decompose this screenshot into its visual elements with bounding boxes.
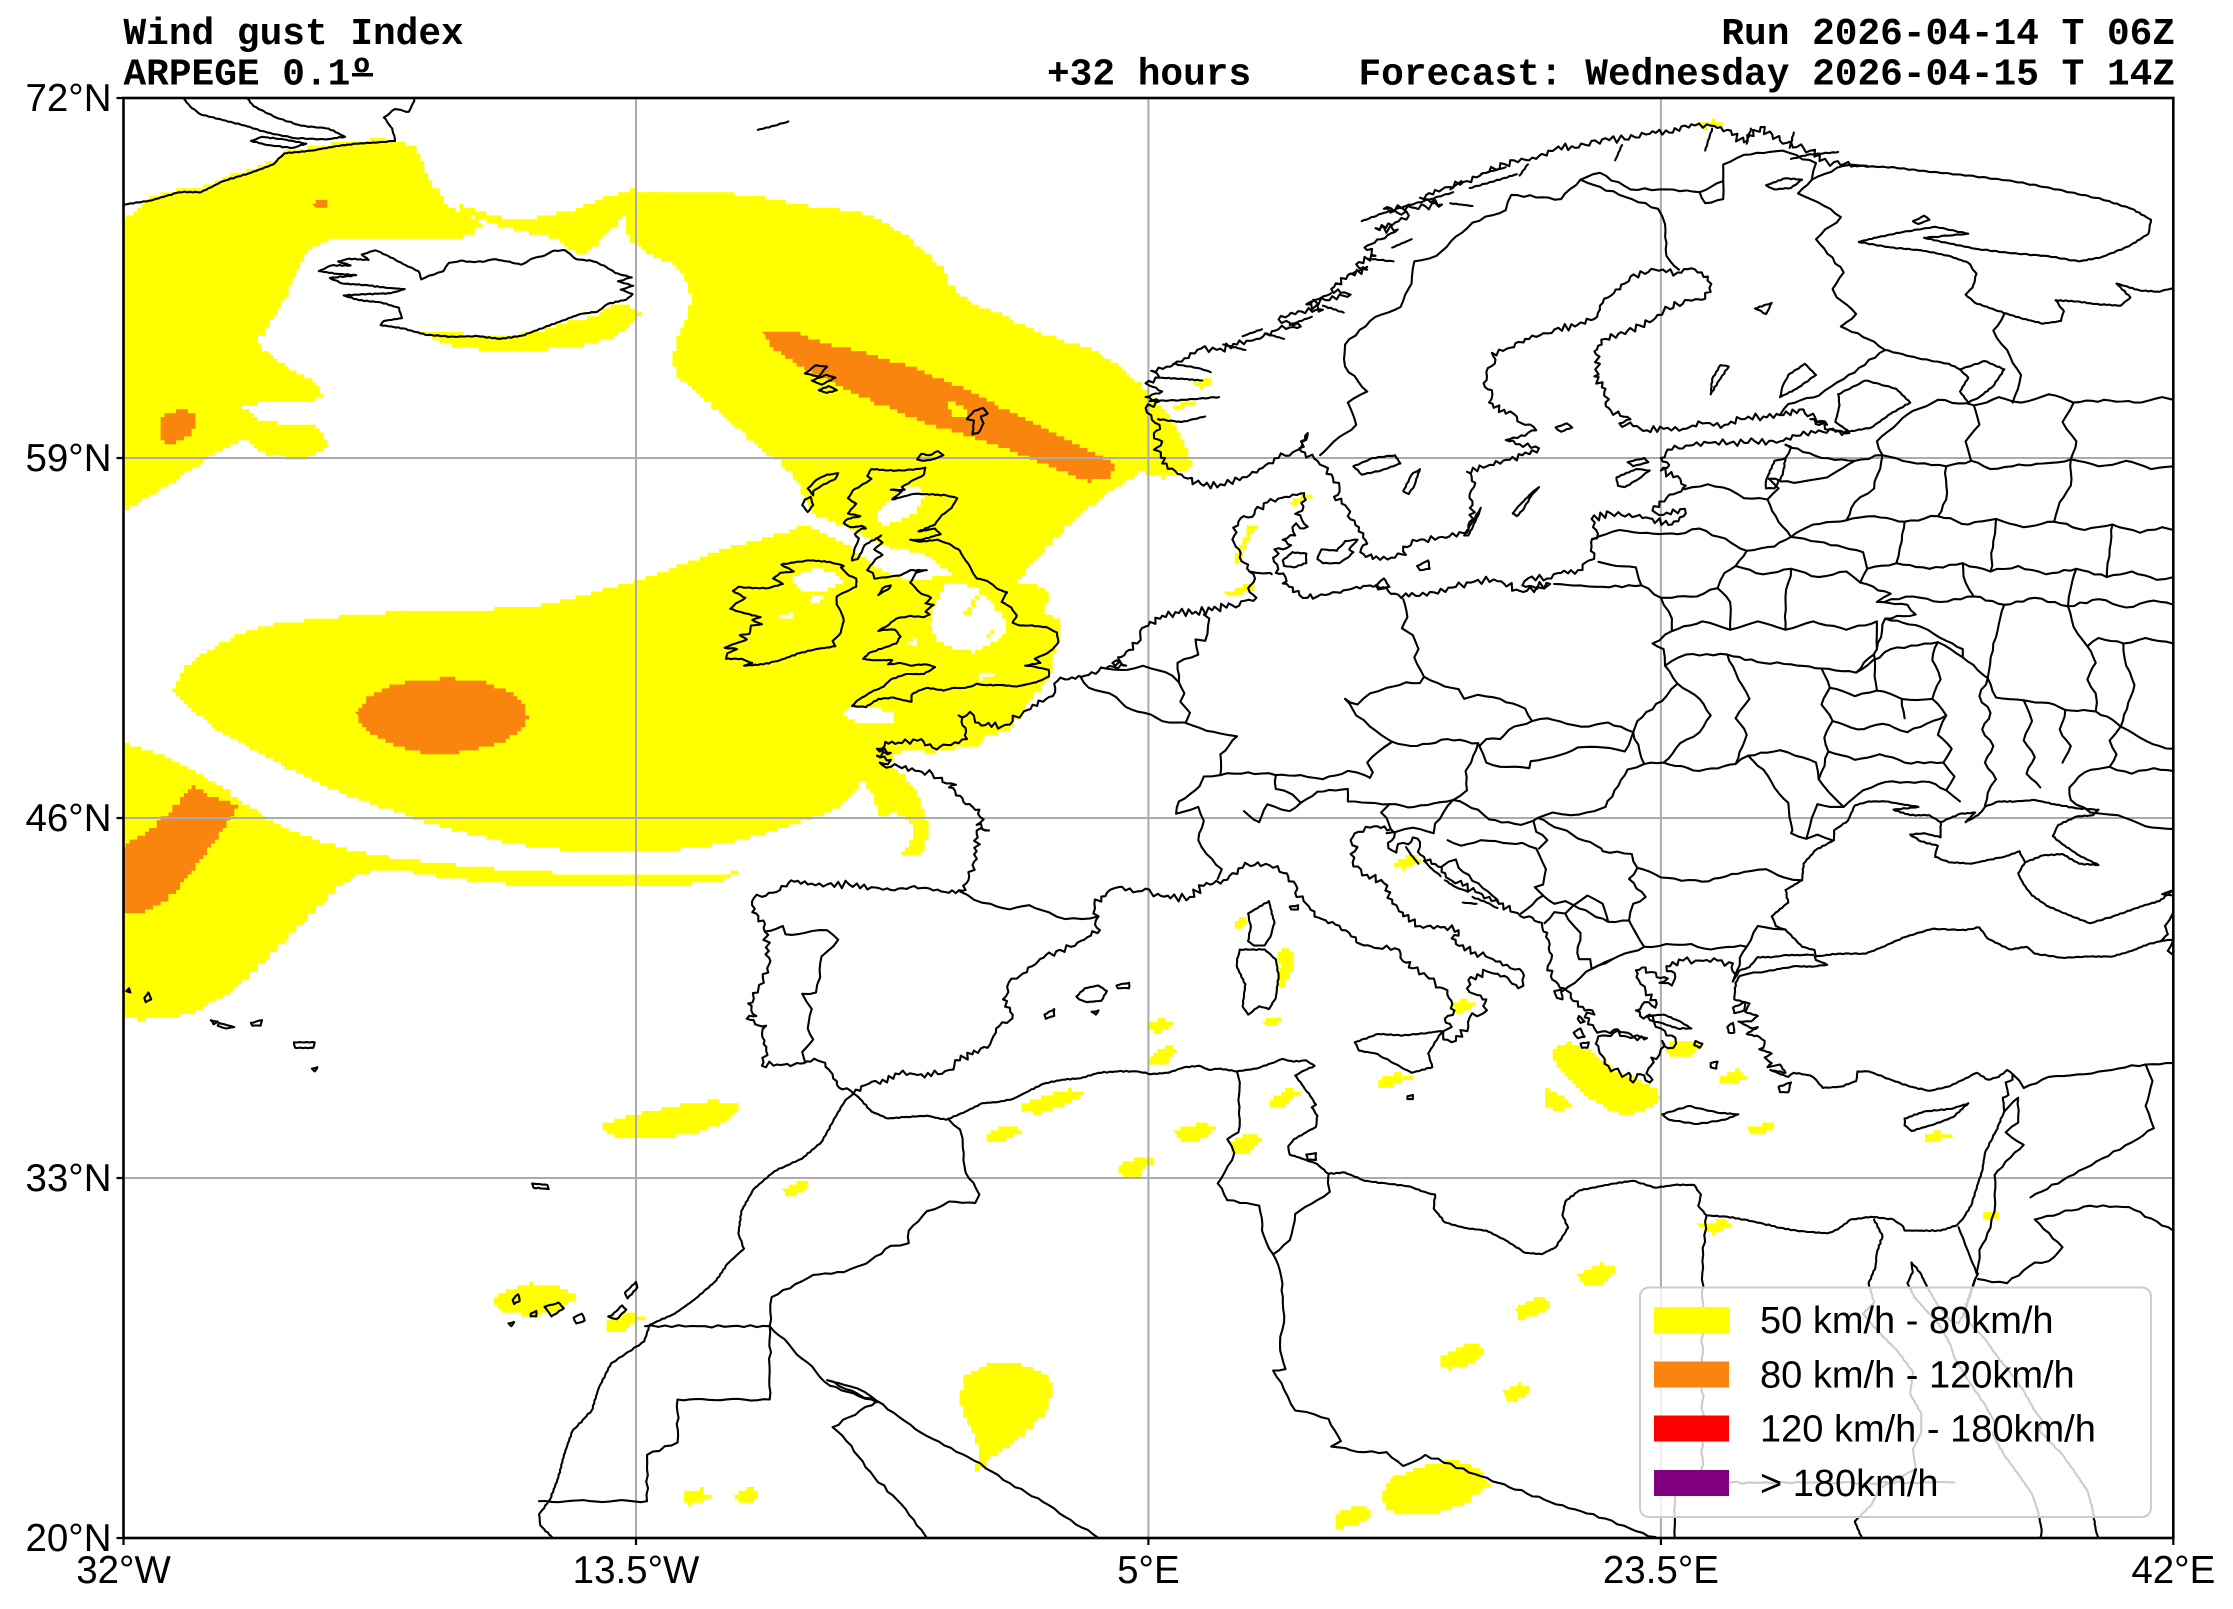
svg-text:13.5°W: 13.5°W bbox=[573, 1549, 700, 1592]
svg-text:80 km/h - 120km/h: 80 km/h - 120km/h bbox=[1760, 1355, 2075, 1397]
svg-text:33°N: 33°N bbox=[25, 1157, 111, 1200]
svg-text:Forecast: Wednesday 2026-04-15: Forecast: Wednesday 2026-04-15 T 14Z bbox=[1358, 55, 2175, 97]
svg-text:72°N: 72°N bbox=[25, 77, 111, 120]
svg-text:Run 2026-04-14 T 06Z: Run 2026-04-14 T 06Z bbox=[1721, 14, 2175, 56]
svg-text:23.5°E: 23.5°E bbox=[1603, 1549, 1719, 1592]
svg-text:42°E: 42°E bbox=[2131, 1549, 2215, 1592]
svg-text:120 km/h - 180km/h: 120 km/h - 180km/h bbox=[1760, 1409, 2096, 1451]
svg-text:59°N: 59°N bbox=[25, 437, 111, 480]
svg-text:ARPEGE 0.1º: ARPEGE 0.1º bbox=[124, 55, 374, 97]
svg-text:32°W: 32°W bbox=[76, 1549, 171, 1592]
svg-text:46°N: 46°N bbox=[25, 797, 111, 840]
svg-text:5°E: 5°E bbox=[1117, 1549, 1180, 1592]
svg-text:50 km/h - 80km/h: 50 km/h - 80km/h bbox=[1760, 1300, 2054, 1342]
svg-text:20°N: 20°N bbox=[25, 1517, 111, 1560]
svg-text:+32 hours: +32 hours bbox=[1047, 55, 1251, 97]
svg-text:> 180km/h: > 180km/h bbox=[1760, 1463, 1939, 1505]
svg-text:Wind gust Index: Wind gust Index bbox=[124, 14, 464, 56]
